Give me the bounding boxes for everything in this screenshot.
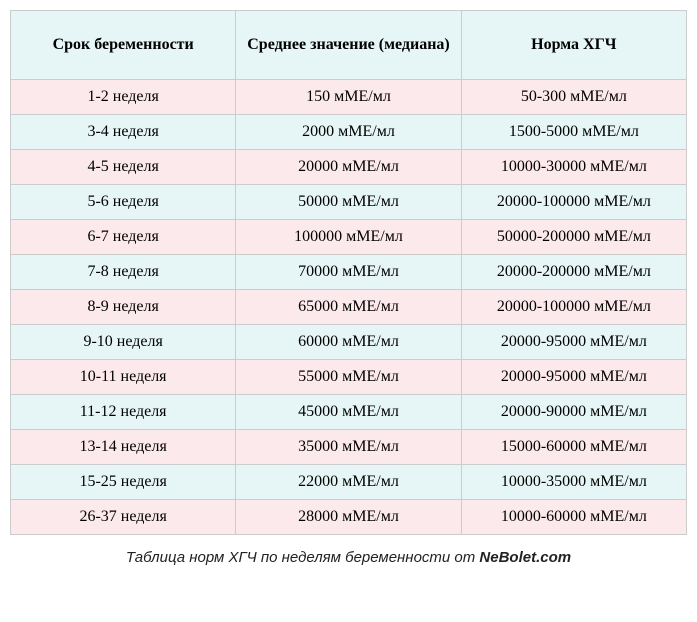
hcg-table: Срок беременности Среднее значение (меди… (10, 10, 687, 535)
table-cell: 1-2 неделя (11, 80, 236, 115)
table-row: 26-37 неделя28000 мМЕ/мл10000-60000 мМЕ/… (11, 500, 687, 535)
table-row: 5-6 неделя50000 мМЕ/мл20000-100000 мМЕ/м… (11, 185, 687, 220)
table-cell: 65000 мМЕ/мл (236, 290, 461, 325)
table-cell: 10000-60000 мМЕ/мл (461, 500, 686, 535)
table-row: 8-9 неделя65000 мМЕ/мл20000-100000 мМЕ/м… (11, 290, 687, 325)
table-row: 3-4 неделя2000 мМЕ/мл1500-5000 мМЕ/мл (11, 115, 687, 150)
table-cell: 70000 мМЕ/мл (236, 255, 461, 290)
table-cell: 10000-30000 мМЕ/мл (461, 150, 686, 185)
table-header-row: Срок беременности Среднее значение (меди… (11, 11, 687, 80)
col-header-term: Срок беременности (11, 11, 236, 80)
table-cell: 50-300 мМЕ/мл (461, 80, 686, 115)
table-cell: 10000-35000 мМЕ/мл (461, 465, 686, 500)
table-cell: 8-9 неделя (11, 290, 236, 325)
table-cell: 20000-200000 мМЕ/мл (461, 255, 686, 290)
table-cell: 10-11 неделя (11, 360, 236, 395)
table-cell: 26-37 неделя (11, 500, 236, 535)
table-cell: 15-25 неделя (11, 465, 236, 500)
table-caption: Таблица норм ХГЧ по неделям беременности… (10, 549, 687, 566)
table-cell: 7-8 неделя (11, 255, 236, 290)
table-row: 10-11 неделя55000 мМЕ/мл20000-95000 мМЕ/… (11, 360, 687, 395)
table-cell: 20000-95000 мМЕ/мл (461, 360, 686, 395)
table-row: 7-8 неделя70000 мМЕ/мл20000-200000 мМЕ/м… (11, 255, 687, 290)
table-cell: 20000-100000 мМЕ/мл (461, 290, 686, 325)
table-row: 13-14 неделя35000 мМЕ/мл15000-60000 мМЕ/… (11, 430, 687, 465)
table-cell: 35000 мМЕ/мл (236, 430, 461, 465)
table-cell: 20000 мМЕ/мл (236, 150, 461, 185)
table-cell: 13-14 неделя (11, 430, 236, 465)
table-cell: 22000 мМЕ/мл (236, 465, 461, 500)
table-cell: 100000 мМЕ/мл (236, 220, 461, 255)
table-row: 9-10 неделя60000 мМЕ/мл20000-95000 мМЕ/м… (11, 325, 687, 360)
table-row: 6-7 неделя100000 мМЕ/мл50000-200000 мМЕ/… (11, 220, 687, 255)
caption-text: Таблица норм ХГЧ по неделям беременности… (126, 549, 480, 566)
table-cell: 20000-100000 мМЕ/мл (461, 185, 686, 220)
table-cell: 20000-95000 мМЕ/мл (461, 325, 686, 360)
table-cell: 11-12 неделя (11, 395, 236, 430)
table-cell: 6-7 неделя (11, 220, 236, 255)
table-cell: 45000 мМЕ/мл (236, 395, 461, 430)
col-header-norm: Норма ХГЧ (461, 11, 686, 80)
table-row: 1-2 неделя150 мМЕ/мл50-300 мМЕ/мл (11, 80, 687, 115)
table-cell: 3-4 неделя (11, 115, 236, 150)
table-cell: 9-10 неделя (11, 325, 236, 360)
table-body: 1-2 неделя150 мМЕ/мл50-300 мМЕ/мл3-4 нед… (11, 80, 687, 535)
table-cell: 1500-5000 мМЕ/мл (461, 115, 686, 150)
col-header-median: Среднее значение (медиана) (236, 11, 461, 80)
table-row: 15-25 неделя22000 мМЕ/мл10000-35000 мМЕ/… (11, 465, 687, 500)
table-cell: 5-6 неделя (11, 185, 236, 220)
table-cell: 15000-60000 мМЕ/мл (461, 430, 686, 465)
table-cell: 50000-200000 мМЕ/мл (461, 220, 686, 255)
table-cell: 150 мМЕ/мл (236, 80, 461, 115)
table-cell: 50000 мМЕ/мл (236, 185, 461, 220)
table-cell: 2000 мМЕ/мл (236, 115, 461, 150)
table-cell: 28000 мМЕ/мл (236, 500, 461, 535)
table-cell: 20000-90000 мМЕ/мл (461, 395, 686, 430)
table-cell: 55000 мМЕ/мл (236, 360, 461, 395)
table-cell: 4-5 неделя (11, 150, 236, 185)
table-row: 4-5 неделя20000 мМЕ/мл10000-30000 мМЕ/мл (11, 150, 687, 185)
table-cell: 60000 мМЕ/мл (236, 325, 461, 360)
table-row: 11-12 неделя45000 мМЕ/мл20000-90000 мМЕ/… (11, 395, 687, 430)
caption-brand: NeBolet.com (479, 549, 571, 566)
